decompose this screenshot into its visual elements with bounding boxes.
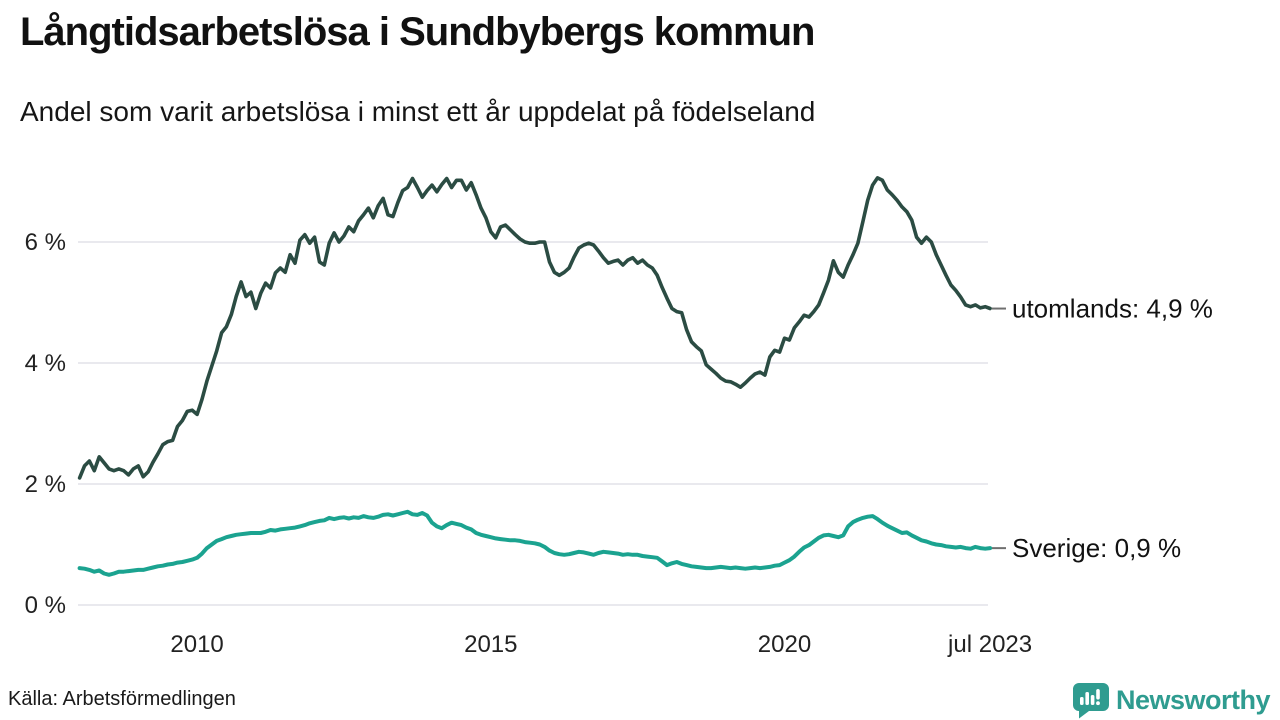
y-tick-label: 4 % xyxy=(25,350,66,377)
y-tick-label: 2 % xyxy=(25,471,66,498)
y-tick-6pct: 6 % xyxy=(25,229,988,256)
y-tick-label: 0 % xyxy=(25,592,66,619)
x-tick-label-2010: 2010 xyxy=(170,631,223,658)
bar-chart-speech-bubble-icon xyxy=(1072,683,1109,719)
series-label-text: utomlands: 4,9 % xyxy=(1012,294,1213,324)
page-subtitle: Andel som varit arbetslösa i minst ett å… xyxy=(20,96,816,127)
series-label-text: Sverige: 0,9 % xyxy=(1012,533,1181,563)
series-label-utomlands: utomlands: 4,9 % xyxy=(992,294,1213,324)
y-tick-4pct: 4 % xyxy=(25,350,988,377)
y-tick-2pct: 2 % xyxy=(25,471,988,498)
page-title: Långtidsarbetslösa i Sundbybergs kommun xyxy=(20,10,815,54)
x-tick-label-2020: 2020 xyxy=(758,631,811,658)
series-line-sverige xyxy=(77,509,993,577)
y-tick-0pct: 0 % xyxy=(25,592,988,619)
newsworthy-wordmark: Newsworthy xyxy=(1115,685,1271,715)
line-chart: 0 % 2 % 4 % 6 % 2010 2015 2020 jul 2023 … xyxy=(25,176,1213,658)
series-label-sverige: Sverige: 0,9 % xyxy=(992,533,1181,563)
x-tick-label-jul-2023: jul 2023 xyxy=(947,631,1032,658)
series-line-utomlands xyxy=(77,176,992,480)
y-tick-label: 6 % xyxy=(25,229,66,256)
newsworthy-logo: Newsworthy xyxy=(1071,682,1271,719)
x-tick-label-2015: 2015 xyxy=(464,631,517,658)
source-note: Källa: Arbetsförmedlingen xyxy=(8,688,236,710)
